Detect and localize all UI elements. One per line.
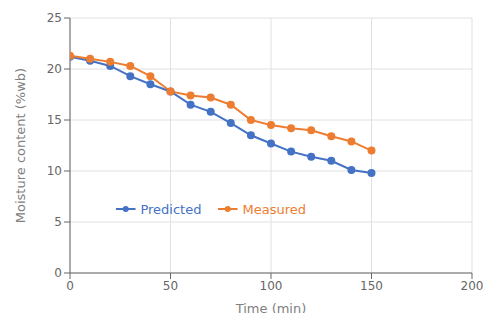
svg-text:10: 10 [47, 164, 62, 178]
svg-text:0: 0 [66, 279, 74, 293]
html-text:Predicted: Predicted [140, 201, 202, 217]
svg-text:5: 5 [54, 215, 62, 229]
svg-text:20: 20 [47, 62, 62, 76]
svg-text:25: 25 [47, 11, 62, 25]
svg-text:150: 150 [360, 279, 383, 293]
svg-text:100: 100 [260, 279, 283, 293]
svg-text:Time (min): Time (min) [235, 301, 307, 313]
svg-text:Moisture content (%wb): Moisture content (%wb) [13, 68, 28, 223]
svg-text:0: 0 [54, 266, 62, 280]
svg-text:15: 15 [47, 113, 62, 127]
svg-text:50: 50 [163, 279, 178, 293]
svg-text:200: 200 [461, 279, 484, 293]
html-text:Measured: Measured [242, 201, 306, 217]
